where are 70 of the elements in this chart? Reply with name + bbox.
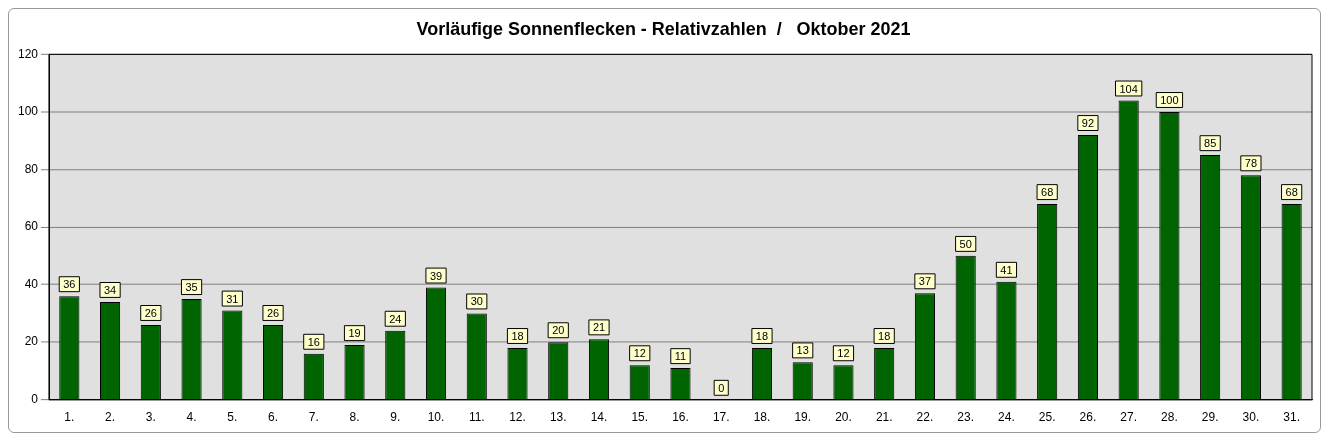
data-label: 35 (185, 281, 198, 294)
data-label: 18 (878, 330, 891, 343)
y-tick-label: 100 (17, 104, 39, 119)
x-tick-label: 31. (1283, 410, 1300, 425)
data-label: 18 (511, 330, 524, 343)
x-tick-label: 27. (1120, 410, 1137, 425)
x-tick-label: 24. (998, 410, 1015, 425)
data-label: 21 (592, 321, 606, 334)
data-label: 104 (1119, 82, 1138, 95)
chart-title: Vorläufige Sonnenflecken - Relativzahlen / Oktober 2021 (416, 18, 911, 39)
x-tick-label: 25. (1038, 410, 1056, 425)
x-tick-label: 2. (105, 410, 116, 425)
data-label: 100 (1160, 94, 1179, 107)
y-tick-label: 40 (24, 276, 39, 291)
x-tick-label: 30. (1242, 410, 1260, 425)
data-label: 34 (103, 283, 117, 296)
x-tick-label: 4. (186, 410, 197, 425)
x-tick-label: 5. (227, 410, 238, 425)
data-label: 37 (918, 275, 932, 288)
x-tick-label: 28. (1161, 410, 1178, 425)
data-label: 19 (348, 327, 361, 340)
data-label: 92 (1081, 117, 1095, 130)
x-tick-label: 7. (308, 410, 319, 425)
x-tick-label: 6. (268, 410, 279, 425)
x-tick-label: 3. (145, 410, 156, 425)
data-label: 30 (470, 295, 483, 308)
y-tick-label: 0 (31, 392, 39, 407)
x-tick-label: 22. (916, 410, 934, 425)
data-label: 41 (1000, 263, 1013, 276)
x-tick-label: 15. (631, 410, 649, 425)
x-tick-label: 20. (835, 410, 852, 425)
x-tick-label: 29. (1201, 410, 1219, 425)
data-label: 24 (389, 312, 402, 325)
data-label: 68 (1285, 186, 1298, 199)
y-tick-label: 80 (24, 161, 39, 176)
x-tick-label: 26. (1079, 410, 1097, 425)
y-tick-label: 60 (24, 219, 39, 234)
x-tick-label: 14. (590, 410, 608, 425)
data-label: 12 (837, 347, 850, 360)
x-tick-label: 23. (957, 410, 975, 425)
data-label: 68 (1041, 186, 1054, 199)
x-tick-label: 21. (875, 410, 893, 425)
data-label: 12 (633, 347, 646, 360)
x-tick-label: 17. (712, 410, 730, 425)
data-label: 50 (959, 237, 972, 250)
data-label: 26 (144, 307, 157, 319)
x-tick-label: 12. (509, 410, 526, 425)
data-label: 39 (429, 269, 443, 282)
data-label: 0 (718, 381, 725, 394)
y-tick-label: 20 (24, 334, 39, 349)
data-label: 18 (755, 330, 769, 343)
data-label: 13 (796, 344, 809, 357)
x-tick-label: 10. (427, 410, 445, 425)
data-label: 36 (63, 278, 76, 291)
data-label: 78 (1244, 157, 1257, 170)
x-tick-label: 19. (794, 410, 812, 425)
data-label: 85 (1204, 137, 1217, 150)
y-tick-label: 120 (17, 46, 39, 61)
data-label: 16 (307, 335, 320, 348)
x-tick-label: 16. (672, 410, 689, 425)
x-tick-label: 8. (349, 410, 360, 425)
x-tick-label: 1. (64, 410, 75, 425)
x-tick-label: 9. (390, 410, 401, 425)
data-label: 11 (674, 350, 687, 363)
data-label: 20 (552, 324, 565, 337)
x-tick-label: 18. (753, 410, 771, 425)
x-tick-label: 11. (468, 410, 485, 425)
data-label: 26 (266, 307, 280, 319)
data-label: 31 (226, 292, 239, 305)
x-tick-label: 13. (549, 410, 567, 425)
